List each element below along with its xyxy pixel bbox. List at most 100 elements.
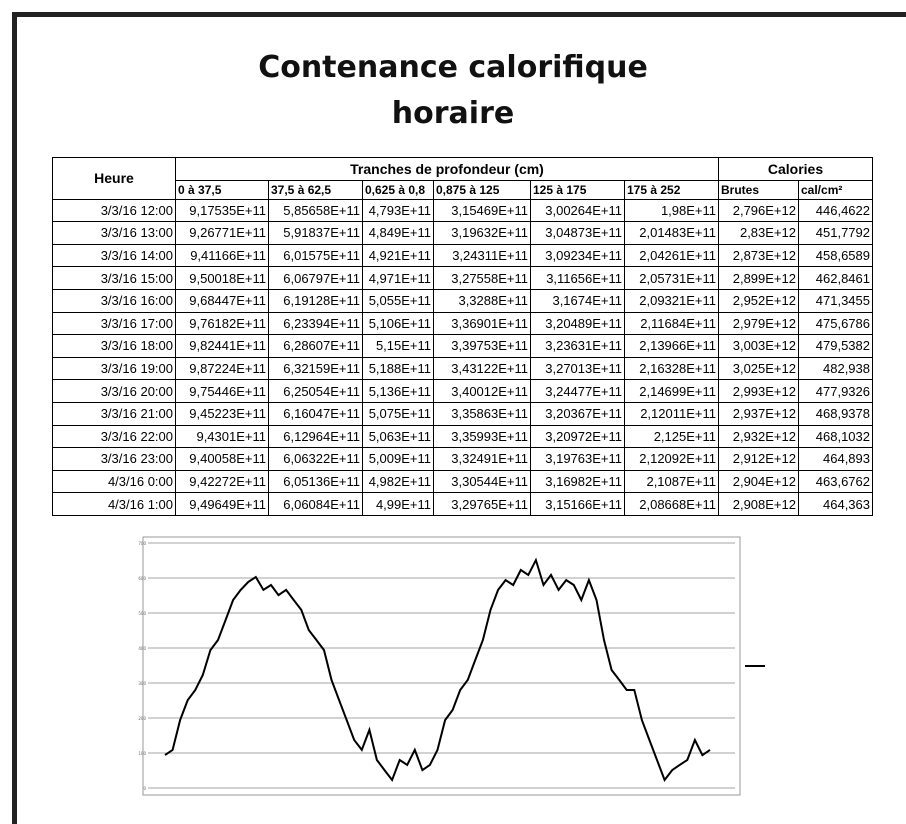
header-cell: 125 à 175 <box>530 179 625 200</box>
cell: 2,125E+11 <box>624 424 719 449</box>
chart-frame <box>142 536 741 796</box>
cell: 6,16047E+11 <box>268 401 363 426</box>
cell: 6,12964E+11 <box>268 424 363 449</box>
cell: 2,873E+12 <box>718 243 799 268</box>
cell: 3/3/16 14:00 <box>52 243 176 268</box>
cell: 6,05136E+11 <box>268 469 363 494</box>
header-cell: 175 à 252 <box>624 179 719 200</box>
cell: 3/3/16 20:00 <box>52 379 176 403</box>
table-row: 3/3/16 16:00 9,68447E+11 6,19128E+11 5,055E… <box>52 288 873 313</box>
cell: 464,893 <box>798 447 873 471</box>
cell: 2,08668E+11 <box>624 492 719 516</box>
cell: 3/3/16 22:00 <box>52 424 176 449</box>
cell: 2,979E+12 <box>718 311 799 336</box>
table-row: 3/3/16 14:00 9,41166E+11 6,01575E+11 4,921E… <box>52 243 873 268</box>
cell: 2,13966E+11 <box>624 334 719 358</box>
cell: 9,76182E+11 <box>175 311 269 336</box>
cell: 4/3/16 0:00 <box>52 469 176 494</box>
y-tick-label: 300 <box>138 681 146 686</box>
cell: 6,25054E+11 <box>268 379 363 403</box>
cell: 464,363 <box>798 492 873 516</box>
cell: 5,009E+11 <box>362 447 434 471</box>
cell: 9,49649E+11 <box>175 492 269 516</box>
header-cell: 0,625 à 0,8 <box>362 179 434 200</box>
cell: 9,26771E+11 <box>175 221 269 245</box>
cell: 482,938 <box>798 356 873 381</box>
y-tick-label: 100 <box>138 751 146 756</box>
cell: 2,1087E+11 <box>624 469 719 494</box>
data-line <box>164 557 711 783</box>
cell: 451,7792 <box>798 221 873 245</box>
cell: 5,063E+11 <box>362 424 434 449</box>
cell: 2,14699E+11 <box>624 379 719 403</box>
cell: 2,908E+12 <box>718 492 799 516</box>
header-cell: cal/cm² <box>798 179 873 200</box>
cell: 4,99E+11 <box>362 492 434 516</box>
cell: 2,12011E+11 <box>624 401 719 426</box>
title: horaire <box>391 96 515 131</box>
cell: 2,912E+12 <box>718 447 799 471</box>
cell: 479,5382 <box>798 334 873 358</box>
header-cell: 37,5 à 62,5 <box>268 179 363 200</box>
cell: 5,15E+11 <box>362 334 434 358</box>
cell: 3,35863E+11 <box>433 401 531 426</box>
cell: 5,91837E+11 <box>268 221 363 245</box>
cell: 2,01483E+11 <box>624 221 719 245</box>
cell: 3,19632E+11 <box>433 221 531 245</box>
cell: 2,932E+12 <box>718 424 799 449</box>
cell: 3,09234E+11 <box>530 243 625 268</box>
table-row: 3/3/16 20:00 9,75446E+11 6,25054E+11 5,136E… <box>52 379 873 403</box>
cell: 6,06322E+11 <box>268 447 363 471</box>
y-tick-label: 400 <box>138 646 146 651</box>
cell: 3,15469E+11 <box>433 198 531 223</box>
table-row: 4/3/16 1:00 9,49649E+11 6,06084E+11 4,99E+1… <box>52 492 873 516</box>
cell: 3,30544E+11 <box>433 469 531 494</box>
cell: 6,32159E+11 <box>268 356 363 381</box>
cell: 2,796E+12 <box>718 198 799 223</box>
cell: 6,06084E+11 <box>268 492 363 516</box>
y-tick-label: 600 <box>138 576 146 581</box>
cell: 3,04873E+11 <box>530 221 625 245</box>
cell: 468,1032 <box>798 424 873 449</box>
page-frame <box>12 12 906 824</box>
cell: 4,971E+11 <box>362 266 434 290</box>
cell: 9,40058E+11 <box>175 447 269 471</box>
table-row: 3/3/16 22:00 9,4301E+11 6,12964E+11 5,063E+… <box>52 424 873 449</box>
cell: 2,899E+12 <box>718 266 799 290</box>
table-row: 4/3/16 0:00 9,42272E+11 6,05136E+11 4,982E+… <box>52 469 873 494</box>
header-cell: Heure <box>52 157 176 200</box>
cell: 2,11684E+11 <box>624 311 719 336</box>
cell: 3/3/16 21:00 <box>52 401 176 426</box>
data-table: Heure Tranches de profondeur (cm) Calori… <box>52 157 873 516</box>
cell: 4,849E+11 <box>362 221 434 245</box>
cell: 477,9326 <box>798 379 873 403</box>
cell: 4,793E+11 <box>362 198 434 223</box>
table-row: 3/3/16 17:00 9,76182E+11 6,23394E+11 5,106E… <box>52 311 873 336</box>
y-tick-label: 200 <box>138 716 146 721</box>
cell: 3,20972E+11 <box>530 424 625 449</box>
header-cell: 0 à 37,5 <box>175 179 269 200</box>
cell: 3,19763E+11 <box>530 447 625 471</box>
cell: 5,85658E+11 <box>268 198 363 223</box>
cell: 3,29765E+11 <box>433 492 531 516</box>
cell: 3,15166E+11 <box>530 492 625 516</box>
title: Contenance calorifique <box>258 50 648 85</box>
table-row: 3/3/16 13:00 9,26771E+11 5,91837E+11 4,849E… <box>52 221 873 245</box>
cell: 2,937E+12 <box>718 401 799 426</box>
header-cell: 0,875 à 125 <box>433 179 531 200</box>
cell: 9,75446E+11 <box>175 379 269 403</box>
cell: 6,28607E+11 <box>268 334 363 358</box>
y-tick-label: 0 <box>143 786 146 791</box>
cell: 458,6589 <box>798 243 873 268</box>
cell: 9,82441E+11 <box>175 334 269 358</box>
cell: 471,3455 <box>798 288 873 313</box>
cell: 3,27013E+11 <box>530 356 625 381</box>
cell: 3,24477E+11 <box>530 379 625 403</box>
y-tick-label: 700 <box>138 541 146 546</box>
cell: 3,40012E+11 <box>433 379 531 403</box>
cell: 2,993E+12 <box>718 379 799 403</box>
table-row: 3/3/16 23:00 9,40058E+11 6,06322E+11 5,009E… <box>52 447 873 471</box>
cell: 3,24311E+11 <box>433 243 531 268</box>
